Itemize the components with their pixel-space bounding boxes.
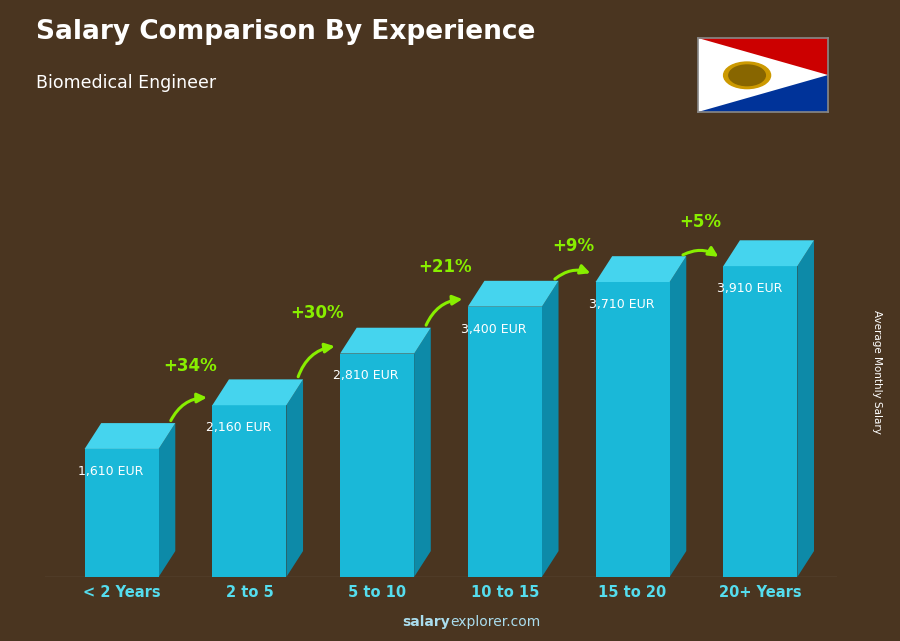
Polygon shape — [158, 423, 176, 577]
Polygon shape — [724, 240, 814, 266]
Polygon shape — [670, 256, 687, 577]
Polygon shape — [542, 281, 559, 577]
Text: explorer.com: explorer.com — [450, 615, 540, 629]
Text: Biomedical Engineer: Biomedical Engineer — [36, 74, 216, 92]
Text: +5%: +5% — [680, 213, 722, 231]
Text: Average Monthly Salary: Average Monthly Salary — [872, 310, 883, 434]
Polygon shape — [85, 423, 176, 449]
Polygon shape — [698, 76, 828, 112]
Polygon shape — [596, 256, 687, 282]
Polygon shape — [212, 405, 286, 577]
Circle shape — [729, 65, 765, 86]
Polygon shape — [468, 306, 542, 577]
Polygon shape — [286, 379, 303, 577]
Polygon shape — [212, 379, 303, 405]
Polygon shape — [468, 281, 559, 306]
Text: +21%: +21% — [418, 258, 472, 276]
Polygon shape — [797, 240, 814, 577]
Text: Salary Comparison By Experience: Salary Comparison By Experience — [36, 19, 536, 46]
Text: 1,610 EUR: 1,610 EUR — [77, 465, 143, 478]
Polygon shape — [698, 38, 828, 76]
Text: 3,910 EUR: 3,910 EUR — [716, 282, 782, 295]
Text: 3,710 EUR: 3,710 EUR — [589, 298, 654, 311]
Text: 3,400 EUR: 3,400 EUR — [461, 322, 526, 335]
Polygon shape — [340, 328, 431, 354]
Text: 2,160 EUR: 2,160 EUR — [205, 421, 271, 434]
Text: 2,810 EUR: 2,810 EUR — [333, 369, 399, 383]
Polygon shape — [698, 38, 828, 112]
Text: +30%: +30% — [291, 304, 344, 322]
Polygon shape — [85, 449, 158, 577]
Circle shape — [724, 62, 770, 88]
Text: salary: salary — [402, 615, 450, 629]
Text: +9%: +9% — [552, 237, 594, 254]
Polygon shape — [414, 328, 431, 577]
Polygon shape — [596, 282, 670, 577]
Polygon shape — [340, 354, 414, 577]
Text: +34%: +34% — [163, 358, 217, 376]
Polygon shape — [724, 266, 797, 577]
